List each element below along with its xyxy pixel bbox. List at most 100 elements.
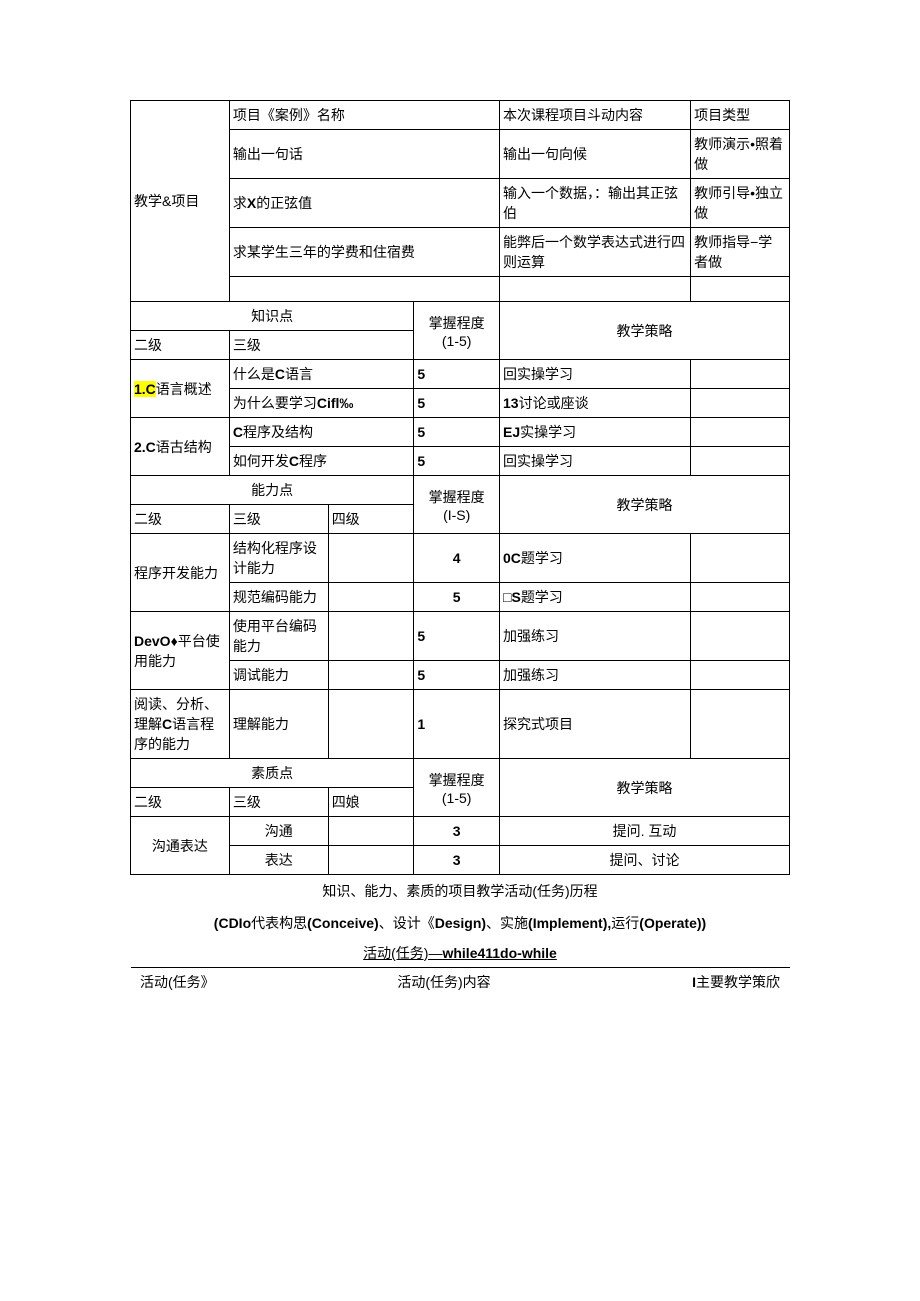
s3-g1-r0-l3: 使用平台编码能力: [229, 612, 328, 661]
s4-group-header: 素质点: [131, 759, 414, 788]
s1-r0-c1: 输出一句话: [229, 130, 499, 179]
s1-h-c2: 本次课程项目斗动内容: [500, 101, 691, 130]
s1-r2-c1: 求某学生三年的学费和住宿费: [229, 228, 499, 277]
footer-line2-row: (CDIo代表构思(Conceive)、设计《Design)、实施(Implem…: [131, 907, 790, 939]
footer-line1: 知识、能力、素质的项目教学活动(任务)历程: [131, 875, 790, 908]
s1-r1-c3: 教师引导•独立做: [691, 179, 790, 228]
s3-g1-r0-l4: [328, 612, 414, 661]
footer-columns: 活动(任务》 活动(任务)内容 I主要教学策欣: [130, 968, 790, 996]
s4-g0-r0-l3: 沟通: [229, 817, 328, 846]
s2-g0-r0-score: 5: [414, 360, 500, 389]
s1-r0-c3: 教师演示•照着做: [691, 130, 790, 179]
s3-g0-r0-strategy: 0C题学习: [500, 534, 691, 583]
footer-col3: I主要教学策欣: [588, 972, 780, 992]
empty-cell: [691, 277, 790, 302]
s4-g0-r1-l3: 表达: [229, 846, 328, 875]
s4-g0-r0-l4: [328, 817, 414, 846]
s3-g0-r0-score: 4: [414, 534, 500, 583]
footer-line1-row: 知识、能力、素质的项目教学活动(任务)历程: [131, 875, 790, 908]
s3-g2-r0: 阅读、分析、理解C语言程序的能力 理解能力 1 探究式项目: [131, 690, 790, 759]
s3-h-strategy: 教学策略: [500, 476, 790, 534]
s2-g1-r1-score: 5: [414, 447, 500, 476]
s3-g1-r1-strategy: 加强练习: [500, 661, 691, 690]
s3-g0-r0: 程序开发能力 结构化程序设计能力 4 0C题学习: [131, 534, 790, 583]
empty-cell: [691, 360, 790, 389]
s3-g2-r0-strategy: 探究式项目: [500, 690, 691, 759]
s4-g0-r0-score: 3: [414, 817, 500, 846]
s1-row-2: 求某学生三年的学费和住宿费 能弊后一个数学表达式进行四则运算 教师指导−学者做: [131, 228, 790, 277]
s2-g1-r1-name: 如何开发C程序: [229, 447, 414, 476]
s1-r0-c2: 输出一句向候: [500, 130, 691, 179]
s4-g0-r0: 沟通表达 沟通 3 提问. 互动: [131, 817, 790, 846]
s3-g1-r1-score: 5: [414, 661, 500, 690]
s2-g0-r0-strategy: 回实操学习: [500, 360, 691, 389]
s1-h-c1: 项目《案例》名称: [229, 101, 499, 130]
s3-g2-r0-l4: [328, 690, 414, 759]
s3-g1-r1-l3: 调试能力: [229, 661, 328, 690]
s2-g0-r0: 1.C语言概述 什么是C语言 5 回实操学习: [131, 360, 790, 389]
empty-cell: [691, 661, 790, 690]
s3-g0-r1-score: 5: [414, 583, 500, 612]
s4-h-l4: 四娘: [328, 788, 414, 817]
s3-g0-r0-l4: [328, 534, 414, 583]
s2-g1-label: 2.C语古结构: [131, 418, 230, 476]
s3-h-l4: 四级: [328, 505, 414, 534]
s1-row-1: 求X的正弦值 输入一个数据，：输出其正弦伯 教师引导•独立做: [131, 179, 790, 228]
empty-cell: [691, 690, 790, 759]
s2-g0-r1-name: 为什么要学习Cifl‰: [229, 389, 414, 418]
s4-h-prof: 掌握程度(1-5): [414, 759, 500, 817]
s3-g1-r1-l4: [328, 661, 414, 690]
empty-cell: [691, 418, 790, 447]
s3-g1-r0: DevO♦平台使用能力 使用平台编码能力 5 加强练习: [131, 612, 790, 661]
footer-line2: (CDIo代表构思(Conceive)、设计《Design)、实施(Implem…: [131, 907, 790, 939]
s2-g1-r0-score: 5: [414, 418, 500, 447]
main-table: 教学&项目 项目《案例》名称 本次课程项目斗动内容 项目类型 输出一句话 输出一…: [130, 100, 790, 968]
s1-r2-c2: 能弊后一个数学表达式进行四则运算: [500, 228, 691, 277]
s2-g0-r1-strategy: 13讨论或座谈: [500, 389, 691, 418]
empty-cell: [500, 277, 691, 302]
s2-g1-r0: 2.C语古结构 C程序及结构 5 EJ实操学习: [131, 418, 790, 447]
s4-g0-r0-strategy: 提问. 互动: [500, 817, 790, 846]
s3-g1-r0-score: 5: [414, 612, 500, 661]
s2-h-l3: 三级: [229, 331, 414, 360]
s2-h-strategy: 教学策略: [500, 302, 790, 360]
empty-cell: [229, 277, 499, 302]
s3-g2-r0-score: 1: [414, 690, 500, 759]
s4-g0-r1-l4: [328, 846, 414, 875]
s2-g0-r1: 为什么要学习Cifl‰ 5 13讨论或座谈: [131, 389, 790, 418]
s3-g2-r0-l3: 理解能力: [229, 690, 328, 759]
s4-h-strategy: 教学策略: [500, 759, 790, 817]
s2-g0-r0-name: 什么是C语言: [229, 360, 414, 389]
s3-h-l2: 二级: [131, 505, 230, 534]
empty-cell: [691, 612, 790, 661]
s3-g0-r1-strategy: □S题学习: [500, 583, 691, 612]
s4-g0-r1: 表达 3 提问、讨论: [131, 846, 790, 875]
s4-g0-r1-score: 3: [414, 846, 500, 875]
s1-r1-c1: 求X的正弦值: [229, 179, 499, 228]
s1-empty-row: [131, 277, 790, 302]
s3-g0-r1-l4: [328, 583, 414, 612]
s3-h-prof: 掌握程度(I-S): [414, 476, 500, 534]
s2-h-prof: 掌握程度(1-5): [414, 302, 500, 360]
s4-g0-label: 沟通表达: [131, 817, 230, 875]
s3-g2-label: 阅读、分析、理解C语言程序的能力: [131, 690, 230, 759]
s1-row-0: 输出一句话 输出一句向候 教师演示•照着做: [131, 130, 790, 179]
s3-group-header: 能力点: [131, 476, 414, 505]
empty-cell: [691, 534, 790, 583]
empty-cell: [691, 447, 790, 476]
s2-header-group: 知识点 掌握程度(1-5) 教学策略: [131, 302, 790, 331]
s2-g1-r1-strategy: 回实操学习: [500, 447, 691, 476]
s3-g1-r1: 调试能力 5 加强练习: [131, 661, 790, 690]
s2-g0-label: 1.C语言概述: [131, 360, 230, 418]
s2-g1-r1: 如何开发C程序 5 回实操学习: [131, 447, 790, 476]
footer-col2: 活动(任务)内容: [300, 972, 588, 992]
s2-h-l2: 二级: [131, 331, 230, 360]
s2-g1-r0-name: C程序及结构: [229, 418, 414, 447]
empty-cell: [691, 583, 790, 612]
s3-g1-label: DevO♦平台使用能力: [131, 612, 230, 690]
s3-header-group: 能力点 掌握程度(I-S) 教学策略: [131, 476, 790, 505]
s4-header-group: 素质点 掌握程度(1-5) 教学策略: [131, 759, 790, 788]
s1-row-label: 教学&项目: [131, 101, 230, 302]
s3-g0-r1: 规范编码能力 5 □S题学习: [131, 583, 790, 612]
s3-h-l3: 三级: [229, 505, 328, 534]
